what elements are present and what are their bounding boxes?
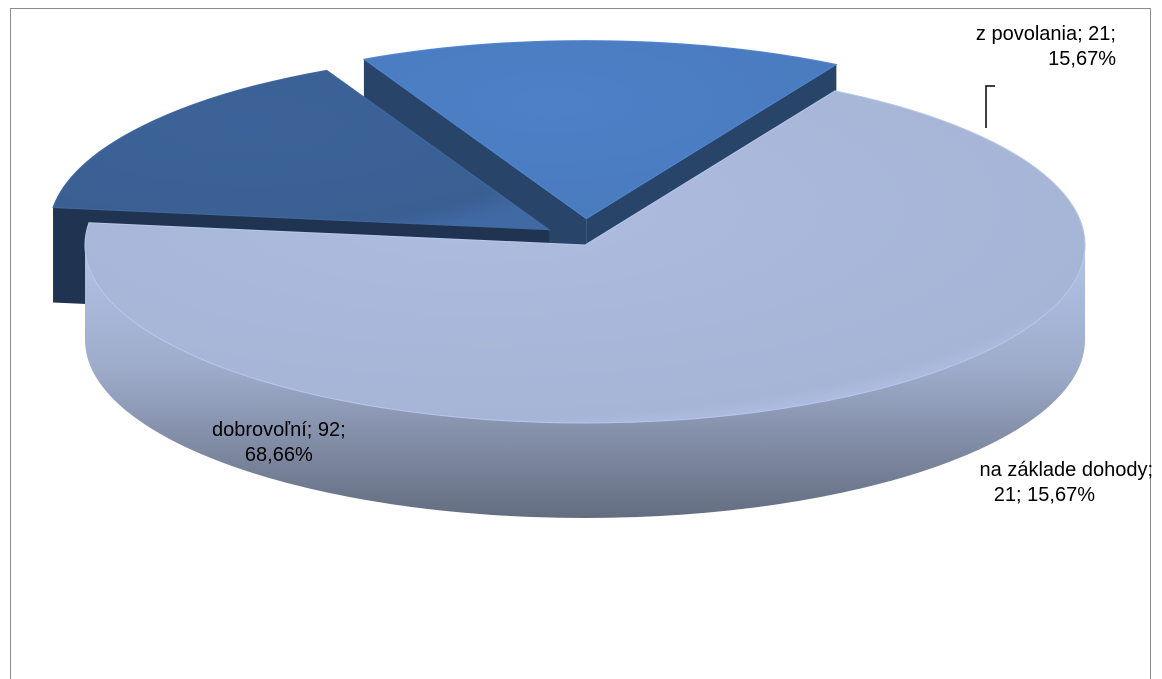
data-label-dobrovolni: dobrovoľní; 92; 68,66% [212, 418, 346, 468]
data-label-na-zaklade-dohody-line1: na základe dohody; [979, 459, 1153, 481]
pie-slice-top [362, 40, 838, 220]
data-label-z-povolania-line1: z povolania; 21; [975, 23, 1116, 45]
data-label-na-zaklade-dohody: na základe dohody; 21; 15,67% [939, 458, 1153, 508]
pie-slice-dobrovolni [84, 90, 1086, 518]
leader-line [985, 85, 995, 128]
pie-slice-side [85, 245, 1085, 518]
data-label-z-povolania-line2: 15,67% [1048, 48, 1116, 70]
data-label-dobrovolni-line2: 68,66% [244, 444, 313, 466]
data-label-dobrovolni-line1: dobrovoľní; 92; [212, 419, 346, 441]
data-label-z-povolania: z povolania; 21; 15,67% [956, 22, 1116, 72]
pie-slice-top [84, 90, 1086, 424]
pie-slice-top [52, 69, 551, 231]
data-label-na-zaklade-dohody-line2: 21; 15,67% [993, 484, 1095, 506]
